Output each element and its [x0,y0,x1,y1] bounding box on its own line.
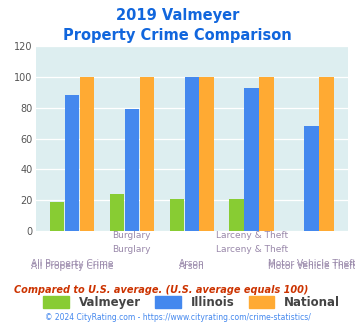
Legend: Valmeyer, Illinois, National: Valmeyer, Illinois, National [43,296,340,309]
Text: Burglary: Burglary [113,245,151,254]
Text: 2019 Valmeyer: 2019 Valmeyer [116,8,239,23]
Text: Property Crime Comparison: Property Crime Comparison [63,28,292,43]
Bar [304,126,319,231]
Text: Burglary: Burglary [113,231,151,240]
Text: Arson: Arson [179,262,204,271]
Bar [200,77,214,231]
Text: Arson: Arson [179,259,204,268]
Bar [170,199,184,231]
Bar [140,77,154,231]
Bar [260,77,274,231]
Text: © 2024 CityRating.com - https://www.cityrating.com/crime-statistics/: © 2024 CityRating.com - https://www.city… [45,314,310,322]
Text: All Property Crime: All Property Crime [31,259,113,268]
Text: Motor Vehicle Theft: Motor Vehicle Theft [268,259,355,268]
Bar [319,77,334,231]
Bar [65,95,79,231]
Text: Compared to U.S. average. (U.S. average equals 100): Compared to U.S. average. (U.S. average … [14,285,308,295]
Text: Larceny & Theft: Larceny & Theft [215,231,288,240]
Bar [245,88,259,231]
Text: Larceny & Theft: Larceny & Theft [215,245,288,254]
Bar [50,202,64,231]
Bar [185,77,199,231]
Bar [80,77,94,231]
Text: Motor Vehicle Theft: Motor Vehicle Theft [268,262,355,271]
Text: All Property Crime: All Property Crime [31,262,113,271]
Bar [125,109,139,231]
Bar [110,194,124,231]
Bar [229,199,244,231]
